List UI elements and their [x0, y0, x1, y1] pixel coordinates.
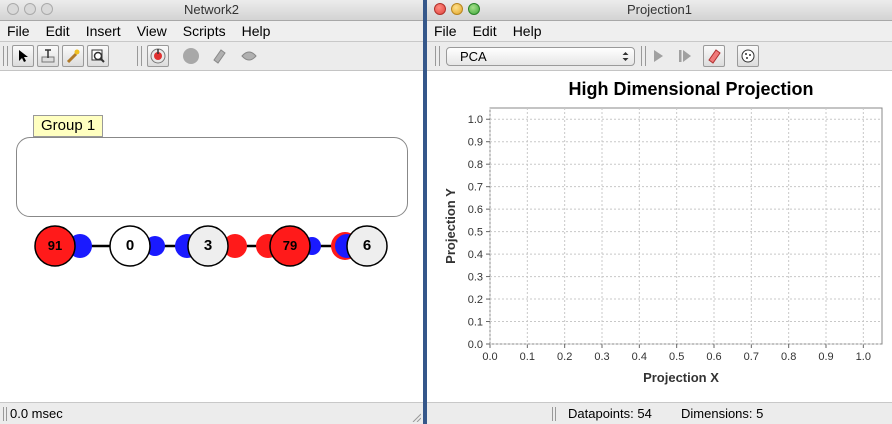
scatter-plot[interactable]: High Dimensional Projection 0.0 0.1 0.2 0.3 0…: [427, 71, 892, 402]
y-tick-label: 0.8: [468, 159, 483, 171]
network-window: Network2 File Edit Insert View Scripts H…: [0, 0, 423, 424]
method-select-value: PCA: [460, 49, 487, 64]
neuron-3[interactable]: 3: [203, 237, 213, 254]
x-tick-label: 0.0: [482, 351, 497, 363]
toolbar-grip[interactable]: [3, 46, 8, 66]
window-title: Projection1: [626, 2, 693, 17]
menu-scripts[interactable]: Scripts: [182, 23, 226, 39]
y-tick-label: 0.4: [468, 249, 483, 261]
menu-file[interactable]: File: [434, 23, 457, 39]
neuron-6[interactable]: 6: [362, 237, 372, 254]
neuron-node: [346, 225, 388, 267]
x-tick-label: 0.8: [781, 351, 796, 363]
randomize-icon[interactable]: [238, 45, 260, 67]
x-tick-label: 0.7: [744, 351, 759, 363]
arrow-select-icon[interactable]: [12, 45, 34, 67]
menu-edit[interactable]: Edit: [472, 23, 497, 39]
y-tick-label: 0.6: [468, 204, 483, 216]
menu-insert[interactable]: Insert: [85, 23, 121, 39]
menu-help[interactable]: Help: [241, 23, 271, 39]
y-axis-label: Projection Y: [443, 188, 458, 264]
play-icon[interactable]: [647, 45, 669, 67]
menu-view[interactable]: View: [136, 23, 167, 39]
x-tick-label: 0.4: [632, 351, 647, 363]
status-time: 0.0 msec: [10, 406, 63, 421]
menu-help[interactable]: Help: [512, 23, 542, 39]
network-toolbar: [0, 42, 423, 71]
zoom-window-icon[interactable]: [468, 3, 480, 15]
menu-file[interactable]: File: [7, 23, 30, 39]
x-tick-label: 0.9: [818, 351, 833, 363]
y-tick-label: 0.9: [468, 137, 483, 149]
network-menubar: File Edit Insert View Scripts Help: [0, 21, 423, 42]
x-tick-label: 0.2: [557, 351, 572, 363]
select-arrows-icon: [622, 52, 629, 61]
network-statusbar: 0.0 msec: [0, 402, 423, 424]
projection-toolbar: PCA: [427, 42, 892, 71]
x-tick-label: 1.0: [856, 351, 871, 363]
step-icon[interactable]: [674, 45, 696, 67]
synapse-dot: [223, 234, 247, 258]
zoom-window-icon[interactable]: [41, 3, 53, 15]
projection-menubar: File Edit Help: [427, 21, 892, 42]
window-divider: [423, 0, 427, 424]
run-network-icon[interactable]: [147, 45, 169, 67]
projection-chart: High Dimensional Projection 0.0 0.1 0.2 0.3 0…: [427, 71, 892, 402]
neuron-79[interactable]: 79: [282, 238, 298, 253]
clear-eraser-icon[interactable]: [208, 45, 230, 67]
y-tick-label: 0.3: [468, 272, 483, 284]
x-tick-label: 0.1: [520, 351, 535, 363]
status-grip: [552, 407, 556, 421]
toolbar-grip[interactable]: [641, 46, 646, 66]
x-axis-label: Projection X: [643, 370, 719, 385]
projection-titlebar[interactable]: Projection1: [427, 0, 892, 21]
y-tick-label: 0.7: [468, 182, 483, 194]
neuron-0[interactable]: 0: [125, 237, 135, 254]
neuron-layer: [34, 225, 388, 267]
y-tick-label: 0.1: [468, 317, 483, 329]
neuron-node: [187, 225, 229, 267]
neuron-node: [34, 225, 76, 267]
x-tick-label: 0.3: [594, 351, 609, 363]
randomize-icon[interactable]: [737, 45, 759, 67]
window-controls: [434, 3, 480, 15]
stop-network-icon[interactable]: [180, 45, 202, 67]
wand-tool-icon[interactable]: [62, 45, 84, 67]
neuron-91[interactable]: 91: [47, 238, 63, 253]
status-grip: [3, 407, 7, 421]
network-titlebar[interactable]: Network2: [0, 0, 423, 21]
window-title: Network2: [184, 2, 239, 17]
projection-window: Projection1 File Edit Help PCA High Dime…: [427, 0, 892, 424]
y-tick-label: 0.0: [468, 339, 483, 351]
close-window-icon[interactable]: [7, 3, 19, 15]
text-tool-icon[interactable]: [37, 45, 59, 67]
dimensions-count: Dimensions: 5: [681, 406, 764, 421]
datapoints-count: Datapoints: 54: [568, 406, 652, 421]
y-tick-label: 0.2: [468, 294, 483, 306]
neuron-group[interactable]: [16, 137, 408, 217]
close-window-icon[interactable]: [434, 3, 446, 15]
zoom-tool-icon[interactable]: [87, 45, 109, 67]
method-select[interactable]: PCA: [446, 47, 635, 66]
toolbar-grip[interactable]: [435, 46, 440, 66]
group-label[interactable]: Group 1: [33, 115, 104, 137]
y-tick-label: 1.0: [468, 114, 483, 126]
neuron-node: [109, 225, 151, 267]
minimize-window-icon[interactable]: [24, 3, 36, 15]
projection-statusbar: Datapoints: 54 Dimensions: 5: [427, 402, 892, 424]
x-tick-label: 0.6: [706, 351, 721, 363]
plot-area: [489, 107, 883, 345]
chart-title: High Dimensional Projection: [568, 79, 813, 99]
toolbar-grip[interactable]: [137, 46, 142, 66]
clear-eraser-icon[interactable]: [703, 45, 725, 67]
resize-grip-icon[interactable]: [411, 412, 421, 422]
menu-edit[interactable]: Edit: [45, 23, 70, 39]
minimize-window-icon[interactable]: [451, 3, 463, 15]
x-tick-label: 0.5: [669, 351, 684, 363]
y-tick-label: 0.5: [468, 227, 483, 239]
neuron-node: [269, 225, 311, 267]
window-controls: [7, 3, 53, 15]
